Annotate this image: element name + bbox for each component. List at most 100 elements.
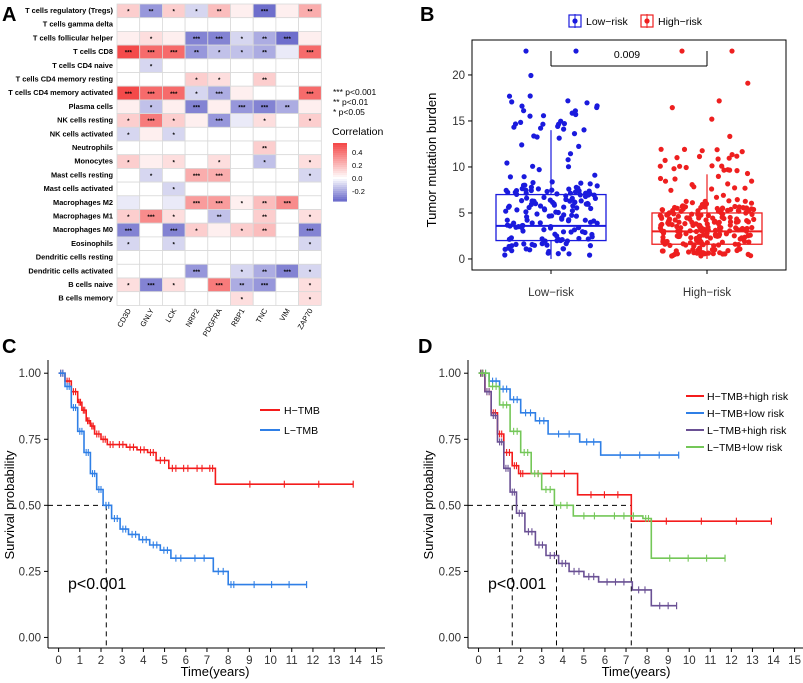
- heatmap-star: **: [262, 77, 267, 84]
- heatmap-star: *: [241, 269, 244, 276]
- b-data-point: [734, 247, 740, 254]
- heatmap-star: *: [127, 241, 130, 248]
- heatmap-col-label: CD3D: [115, 307, 133, 329]
- b-ylabel: Tumor mutation burden: [424, 93, 439, 228]
- b-data-point: [751, 216, 757, 222]
- heatmap-cell: [298, 17, 322, 32]
- b-data-point: [518, 119, 524, 125]
- b-data-point: [676, 219, 682, 225]
- heatmap-cell: [116, 263, 141, 279]
- b-data-point: [693, 221, 699, 227]
- d-legend-4: L−TMB+low risk: [707, 442, 783, 454]
- b-data-point: [547, 197, 553, 203]
- heatmap-cell: [275, 236, 299, 251]
- d-ylabel: Survival probability: [421, 450, 436, 560]
- km-xtick-label: 7: [204, 655, 210, 667]
- heatmap-star: **: [262, 214, 267, 221]
- heatmap-cell: [116, 195, 141, 210]
- b-data-point: [742, 234, 748, 240]
- heatmap-star: *: [309, 214, 312, 221]
- b-data-point: [589, 234, 595, 240]
- heatmap-cell: [207, 99, 231, 115]
- b-data-point: [563, 196, 569, 203]
- heatmap-cell: [116, 30, 141, 46]
- heatmap-cell: [298, 99, 322, 115]
- b-data-point: [726, 198, 732, 204]
- heatmap-star: **: [262, 50, 267, 57]
- heatmap-star: *: [309, 283, 312, 290]
- b-data-point: [720, 192, 727, 198]
- colorbar-step: [333, 183, 347, 186]
- heatmap-star: *: [127, 132, 130, 139]
- b-data-point: [728, 206, 734, 212]
- heatmap-cell: [230, 126, 254, 142]
- b-data-point: [701, 251, 707, 257]
- b-data-point: [704, 233, 710, 239]
- b-data-point: [676, 233, 683, 239]
- colorbar: 0.4 0.2 0.0 -0.2: [333, 143, 365, 202]
- heatmap-star: ***: [216, 118, 224, 125]
- b-data-point: [689, 200, 696, 206]
- b-data-point: [569, 195, 575, 201]
- b-data-point: [709, 247, 716, 253]
- b-data-point: [670, 252, 676, 259]
- b-data-point: [744, 170, 751, 177]
- km-panel-c: 0 1 2 3 4 5 6 7 8 9 10 11 12 13 14 150.000.250.500.751.…: [19, 360, 385, 667]
- b-data-point: [745, 80, 751, 86]
- heatmap-cell: [252, 85, 277, 101]
- km-xtick-label: 3: [539, 655, 545, 667]
- b-data-point: [709, 163, 715, 169]
- heatmap-panel: T cells regulatory (Tregs) * ** * * ** *** **T …: [8, 3, 322, 338]
- b-data-point: [686, 249, 692, 255]
- heatmap-star: *: [241, 50, 244, 57]
- heatmap-cell: [275, 85, 299, 101]
- colorbar-step: [333, 179, 347, 182]
- heatmap-cell: [252, 58, 277, 73]
- panel-label-b: B: [420, 4, 434, 26]
- km-xtick-label: 12: [725, 655, 738, 667]
- sig-legend-3: * p<0.05: [333, 107, 365, 117]
- b-data-point: [715, 173, 722, 179]
- km-xtick-label: 10: [683, 655, 696, 667]
- heatmap-row-label: B cells memory: [58, 294, 114, 303]
- km-ytick-label: 0.75: [439, 434, 461, 446]
- heatmap-cell: [139, 181, 163, 197]
- heatmap-star: ***: [193, 200, 201, 207]
- heatmap-cell: [161, 291, 186, 306]
- heatmap-star: ***: [216, 200, 224, 207]
- b-data-point: [715, 242, 722, 248]
- km-xtick-label: 8: [225, 655, 231, 667]
- b-data-point: [657, 213, 663, 219]
- km-xtick-label: 15: [788, 655, 801, 667]
- b-data-point: [733, 225, 739, 231]
- b-data-point: [592, 172, 598, 178]
- km-xtick-label: 9: [246, 655, 252, 667]
- b-data-point: [582, 217, 588, 223]
- b-data-point: [529, 198, 535, 204]
- b-data-point: [658, 146, 664, 152]
- heatmap-star: ***: [306, 228, 314, 235]
- heatmap-cell: [184, 209, 209, 224]
- heatmap-row-label: Dendritic cells resting: [36, 253, 114, 262]
- b-data-point: [667, 242, 673, 248]
- heatmap-cell: [207, 17, 231, 32]
- b-data-point: [587, 252, 593, 258]
- km-xtick-label: 2: [98, 655, 104, 667]
- b-data-point: [519, 198, 525, 204]
- colorbar-title: Correlation: [332, 126, 384, 138]
- km-ytick-label: 0.25: [19, 566, 41, 578]
- km-xtick-label: 12: [307, 655, 320, 667]
- b-ytick-label: 15: [452, 116, 465, 128]
- heatmap-col-label: RBP1: [229, 307, 246, 328]
- colorbar-step: [333, 199, 347, 202]
- b-plot-frame: [471, 39, 787, 271]
- b-data-point: [585, 200, 591, 207]
- legend-lowrisk-key: [568, 14, 582, 28]
- b-data-point: [681, 146, 688, 152]
- b-data-point: [748, 206, 755, 212]
- km-curve-2: [58, 372, 307, 586]
- b-data-point: [591, 218, 597, 224]
- b-data-point: [560, 229, 567, 235]
- heatmap-cell: [207, 140, 231, 156]
- d-legend-3: L−TMB+high risk: [707, 425, 787, 437]
